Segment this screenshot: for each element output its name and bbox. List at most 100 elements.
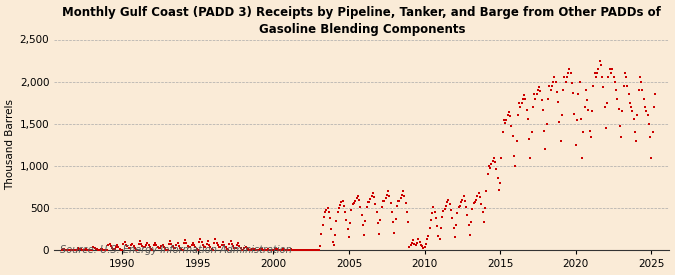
Point: [444, 202, 455, 206]
Point: [224, 241, 235, 246]
Point: [610, 79, 620, 84]
Point: [118, 241, 129, 246]
Point: [521, 107, 532, 112]
Point: [424, 226, 435, 231]
Point: [446, 208, 456, 212]
Point: [143, 243, 154, 248]
Point: [243, 247, 254, 251]
Point: [126, 243, 136, 248]
Point: [463, 223, 474, 227]
Point: [327, 240, 338, 244]
Point: [214, 245, 225, 250]
Point: [103, 243, 114, 248]
Point: [310, 248, 321, 252]
Point: [137, 244, 148, 248]
Point: [438, 208, 449, 213]
Point: [303, 248, 314, 252]
Point: [508, 133, 518, 138]
Point: [421, 241, 431, 246]
Point: [493, 188, 504, 192]
Point: [146, 247, 157, 251]
Point: [278, 247, 289, 252]
Point: [169, 246, 180, 250]
Point: [510, 164, 520, 168]
Point: [624, 101, 635, 105]
Point: [434, 237, 445, 242]
Point: [331, 219, 342, 223]
Point: [140, 245, 151, 250]
Point: [547, 79, 558, 84]
Point: [322, 206, 333, 210]
Point: [371, 210, 382, 215]
Point: [244, 248, 255, 252]
Point: [341, 218, 352, 222]
Y-axis label: Thousand Barrels: Thousand Barrels: [5, 100, 16, 191]
Point: [408, 238, 418, 243]
Point: [258, 248, 269, 252]
Point: [325, 216, 335, 221]
Point: [204, 242, 215, 247]
Point: [238, 248, 248, 252]
Point: [297, 248, 308, 252]
Point: [263, 247, 274, 252]
Point: [504, 110, 514, 114]
Point: [491, 167, 502, 172]
Point: [320, 210, 331, 215]
Point: [602, 101, 613, 105]
Point: [425, 218, 436, 222]
Point: [370, 202, 381, 206]
Point: [306, 248, 317, 252]
Point: [95, 246, 106, 251]
Point: [404, 245, 415, 249]
Point: [633, 88, 644, 92]
Point: [514, 101, 524, 105]
Point: [593, 67, 604, 71]
Point: [122, 244, 133, 248]
Point: [292, 248, 302, 252]
Point: [518, 96, 529, 101]
Point: [534, 84, 545, 89]
Point: [384, 193, 395, 198]
Point: [367, 191, 378, 195]
Point: [410, 243, 421, 248]
Point: [275, 248, 286, 252]
Point: [377, 199, 388, 204]
Point: [65, 248, 76, 252]
Point: [574, 79, 585, 84]
Point: [595, 63, 606, 67]
Point: [361, 205, 372, 210]
Point: [182, 244, 193, 248]
Point: [607, 67, 618, 71]
Point: [394, 199, 405, 204]
Point: [351, 196, 362, 200]
Point: [604, 67, 615, 71]
Point: [481, 189, 491, 194]
Point: [588, 84, 599, 88]
Point: [209, 241, 219, 245]
Point: [565, 71, 576, 75]
Point: [172, 241, 183, 246]
Point: [259, 248, 270, 252]
Point: [290, 248, 300, 252]
Point: [185, 245, 196, 250]
Point: [527, 105, 538, 109]
Point: [501, 117, 512, 122]
Point: [180, 238, 190, 243]
Point: [287, 248, 298, 252]
Point: [369, 195, 379, 199]
Point: [85, 248, 96, 252]
Point: [583, 108, 594, 112]
Point: [173, 244, 184, 248]
Point: [539, 128, 549, 133]
Point: [176, 247, 187, 252]
Point: [131, 248, 142, 252]
Point: [277, 248, 288, 252]
Point: [144, 245, 155, 250]
Point: [348, 201, 359, 205]
Point: [152, 245, 163, 249]
Point: [171, 243, 182, 248]
Point: [418, 246, 429, 250]
Point: [269, 247, 280, 251]
Point: [225, 238, 236, 243]
Point: [254, 247, 265, 251]
